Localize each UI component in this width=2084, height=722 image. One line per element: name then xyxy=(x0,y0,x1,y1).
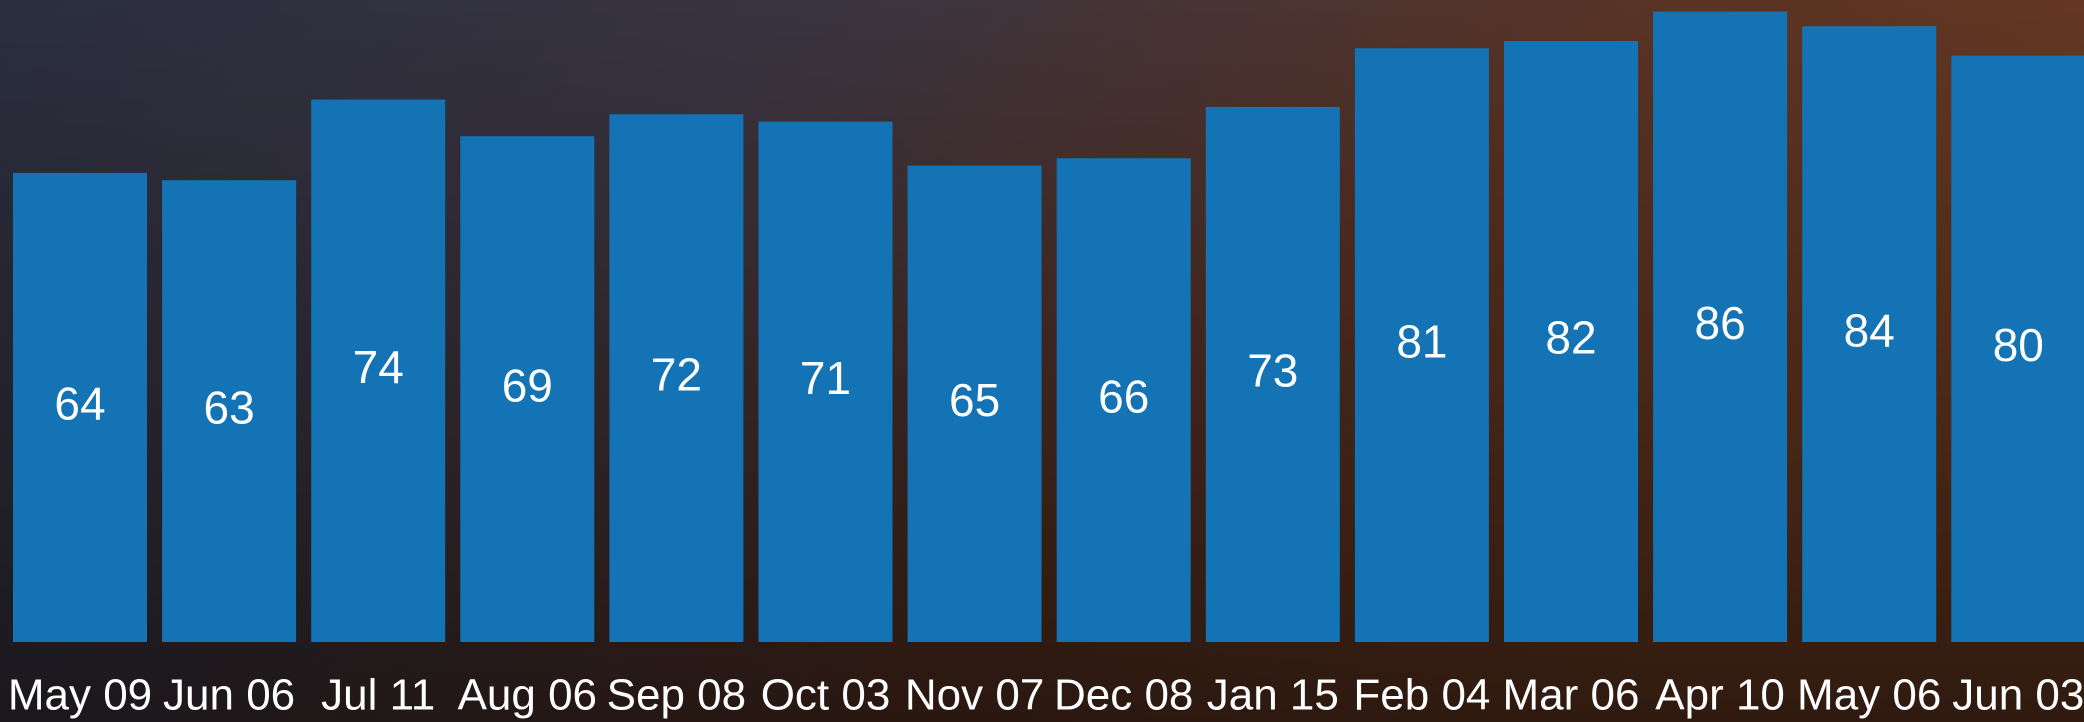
x-tick-label: Jun 06 xyxy=(163,671,295,720)
value-label: 73 xyxy=(1247,345,1298,397)
x-tick-label: Feb 04 xyxy=(1353,671,1490,720)
bar xyxy=(907,165,1042,643)
value-label: 65 xyxy=(949,374,1000,426)
x-tick-label: May 06 xyxy=(1797,671,1941,720)
value-label: 63 xyxy=(204,381,255,433)
x-tick-label: Sep 08 xyxy=(607,671,746,720)
bar xyxy=(758,121,893,642)
value-label: 84 xyxy=(1844,304,1895,356)
bar xyxy=(1056,158,1191,642)
bar xyxy=(460,136,595,643)
bar xyxy=(1205,106,1340,642)
x-tick-label: Jul 11 xyxy=(321,671,435,720)
bar xyxy=(1951,55,2084,643)
bar xyxy=(1354,48,1489,642)
bar xyxy=(609,114,744,643)
x-tick-label: Oct 03 xyxy=(761,671,891,720)
x-tick-label: Mar 06 xyxy=(1503,671,1640,720)
x-tick-label: Dec 08 xyxy=(1054,671,1193,720)
bar xyxy=(311,99,446,642)
bar xyxy=(1504,40,1638,642)
value-label: 66 xyxy=(1098,370,1149,422)
x-tick-label: Jun 03 xyxy=(1952,671,2084,720)
value-label: 86 xyxy=(1695,297,1746,349)
bar xyxy=(162,180,297,642)
x-tick-label: May 09 xyxy=(8,671,152,720)
x-tick-label: Aug 06 xyxy=(458,671,597,720)
value-label: 80 xyxy=(1993,319,2044,371)
bar xyxy=(1802,26,1937,642)
x-tick-label: Nov 07 xyxy=(905,671,1044,720)
value-label: 72 xyxy=(651,348,702,400)
value-label: 82 xyxy=(1545,312,1596,364)
value-label: 74 xyxy=(353,341,404,393)
bar xyxy=(13,172,147,642)
value-label: 81 xyxy=(1396,315,1447,367)
bar xyxy=(1653,11,1788,643)
value-label: 71 xyxy=(800,352,851,404)
x-tick-label: Apr 10 xyxy=(1655,671,1785,720)
value-label: 69 xyxy=(502,359,553,411)
value-label: 64 xyxy=(54,378,105,430)
x-tick-label: Jan 15 xyxy=(1207,671,1339,720)
